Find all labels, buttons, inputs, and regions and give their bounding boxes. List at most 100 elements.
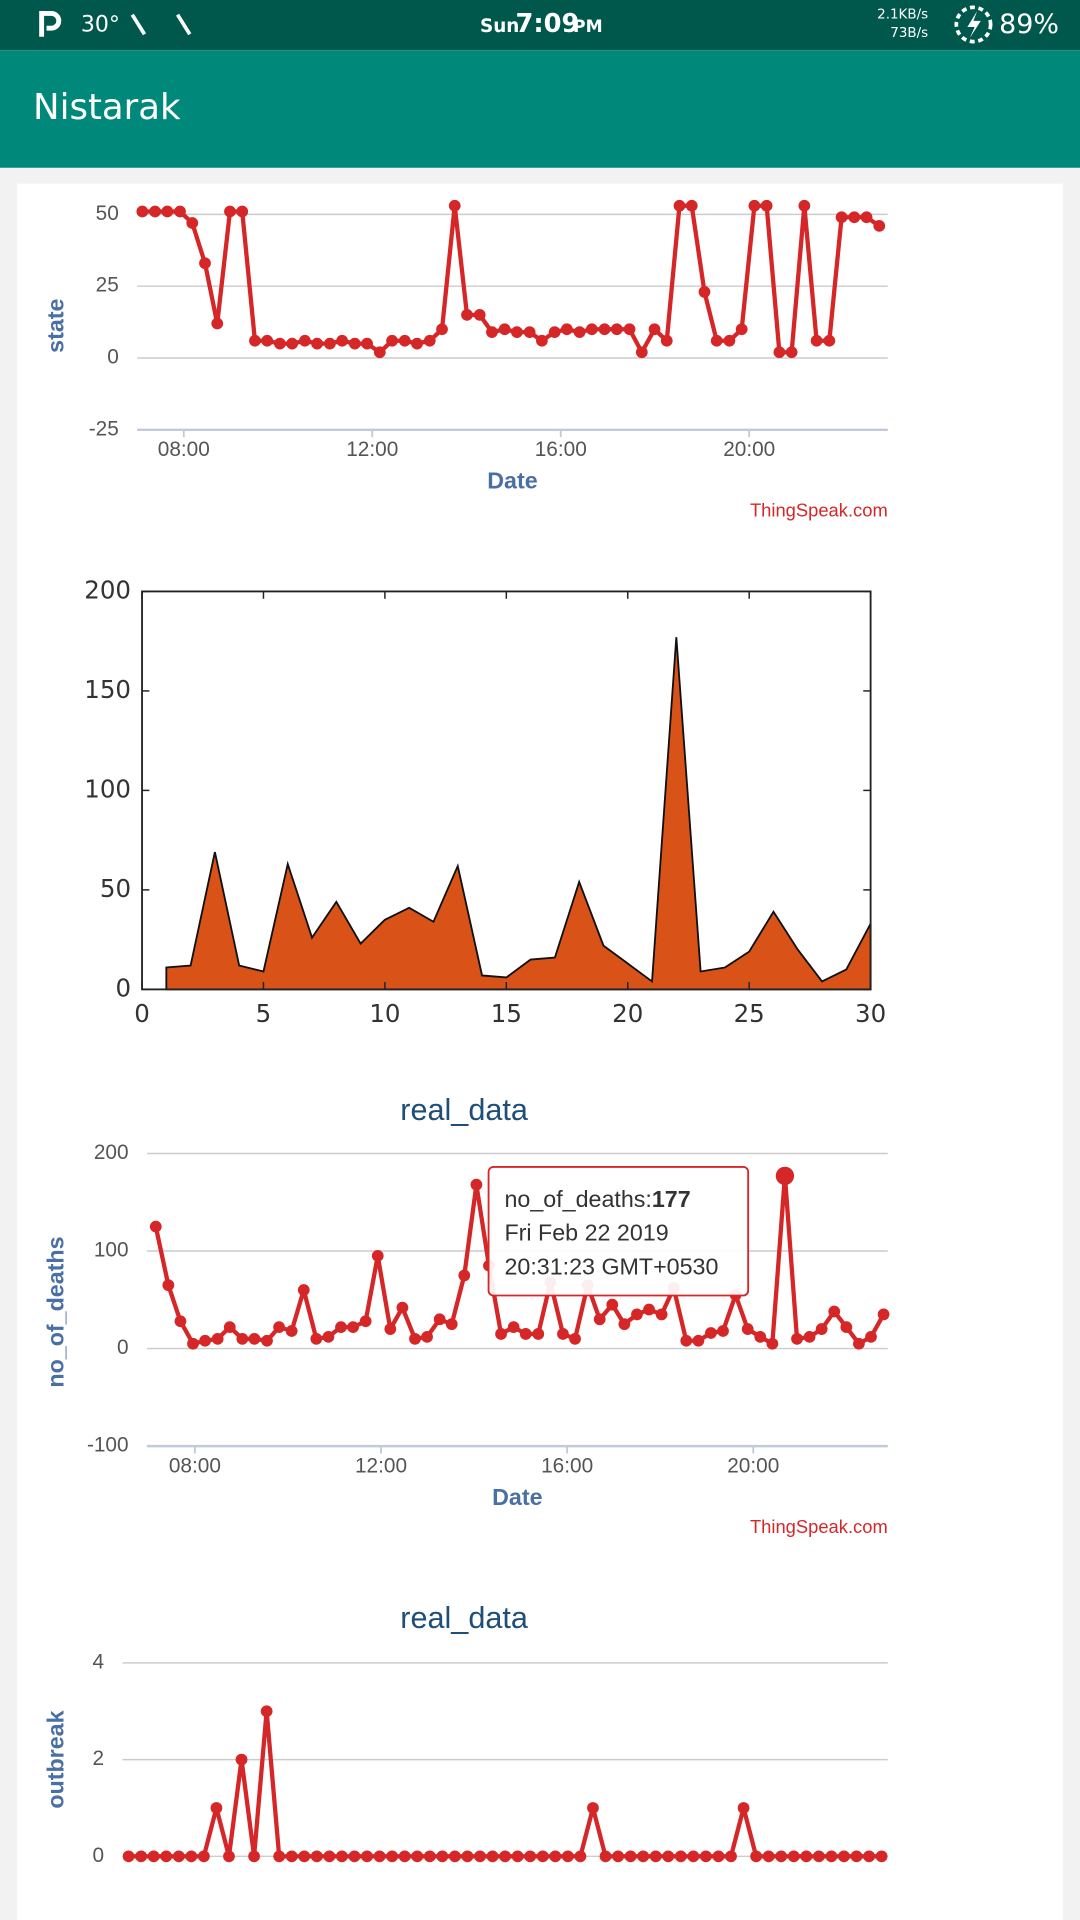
x-tick-label: 25 bbox=[734, 999, 765, 1028]
y-tick-label: 25 bbox=[96, 274, 119, 297]
point bbox=[838, 1850, 850, 1863]
point bbox=[421, 1330, 433, 1343]
point bbox=[249, 334, 261, 347]
point bbox=[712, 1850, 725, 1863]
point bbox=[573, 326, 586, 339]
point bbox=[717, 1325, 729, 1337]
chart-title: real_data bbox=[400, 1093, 529, 1127]
point bbox=[511, 1850, 524, 1863]
point bbox=[323, 1850, 336, 1863]
point bbox=[523, 326, 536, 339]
point bbox=[495, 1328, 507, 1340]
chart-title: real_data bbox=[400, 1601, 529, 1635]
point bbox=[835, 211, 848, 224]
point bbox=[160, 1850, 173, 1863]
point bbox=[748, 199, 761, 212]
point bbox=[384, 1323, 397, 1335]
point bbox=[297, 1284, 310, 1296]
point bbox=[174, 1315, 187, 1328]
meridiem: PM bbox=[573, 17, 603, 37]
point bbox=[863, 1850, 875, 1863]
point bbox=[185, 1850, 198, 1863]
point bbox=[499, 1850, 511, 1863]
point bbox=[660, 334, 673, 347]
y-tick-label: 0 bbox=[117, 1336, 129, 1359]
point bbox=[186, 217, 199, 229]
point bbox=[261, 1334, 273, 1347]
point bbox=[359, 1315, 372, 1328]
point bbox=[674, 1850, 687, 1863]
point bbox=[396, 1301, 409, 1314]
x-tick-label: 16:00 bbox=[535, 438, 587, 461]
point bbox=[680, 1334, 693, 1347]
y-tick-label: 0 bbox=[115, 973, 131, 1002]
point bbox=[361, 337, 373, 350]
point bbox=[618, 1318, 631, 1331]
point bbox=[411, 1850, 424, 1863]
point bbox=[549, 1850, 562, 1863]
point bbox=[223, 1850, 235, 1863]
point bbox=[750, 1850, 762, 1863]
x-tick-label: 20 bbox=[612, 999, 643, 1028]
point bbox=[211, 1332, 224, 1345]
point bbox=[458, 1269, 471, 1282]
point bbox=[373, 1850, 386, 1863]
point bbox=[224, 205, 236, 218]
point bbox=[285, 1850, 298, 1863]
x-tick-label: 12:00 bbox=[346, 438, 398, 461]
x-tick-label: 10 bbox=[369, 999, 400, 1028]
point bbox=[875, 1850, 888, 1863]
point bbox=[710, 334, 723, 347]
point bbox=[823, 334, 836, 347]
point bbox=[461, 309, 473, 321]
point bbox=[436, 1850, 449, 1863]
point bbox=[161, 205, 174, 218]
point bbox=[461, 1850, 474, 1863]
point bbox=[775, 1850, 788, 1863]
point bbox=[348, 1850, 361, 1863]
y-tick-label: -100 bbox=[87, 1434, 129, 1457]
day: Sun bbox=[480, 16, 519, 37]
x-tick-label: 0 bbox=[134, 999, 150, 1028]
point bbox=[386, 334, 398, 347]
point bbox=[635, 346, 648, 359]
point bbox=[273, 1321, 285, 1333]
point bbox=[810, 334, 823, 347]
point bbox=[336, 334, 348, 347]
tooltip-label: no_of_deaths: bbox=[504, 1186, 651, 1212]
point bbox=[198, 1850, 210, 1863]
point bbox=[423, 334, 436, 347]
point bbox=[235, 1753, 248, 1766]
point bbox=[785, 346, 798, 359]
point bbox=[371, 1250, 384, 1262]
point bbox=[637, 1850, 650, 1863]
point bbox=[347, 1321, 359, 1333]
point bbox=[248, 1850, 260, 1863]
point bbox=[299, 334, 311, 347]
card bbox=[17, 183, 1063, 1920]
y-axis-title: outbreak bbox=[43, 1710, 69, 1808]
point bbox=[655, 1308, 668, 1321]
x-axis-title: Date bbox=[487, 468, 537, 494]
point bbox=[285, 1325, 298, 1337]
point bbox=[791, 1332, 803, 1345]
point bbox=[448, 199, 461, 212]
tooltip-text: no_of_deaths:177 bbox=[504, 1186, 690, 1212]
point bbox=[840, 1321, 853, 1333]
x-tick-label: 12:00 bbox=[355, 1454, 407, 1477]
x-axis-title: Date bbox=[492, 1484, 542, 1510]
point bbox=[310, 1332, 323, 1345]
point bbox=[211, 317, 224, 330]
point bbox=[548, 326, 561, 339]
point bbox=[828, 1305, 841, 1318]
point bbox=[853, 1337, 865, 1350]
point bbox=[787, 1850, 800, 1863]
point bbox=[274, 337, 286, 350]
point bbox=[498, 323, 511, 336]
point bbox=[775, 1166, 795, 1186]
point bbox=[803, 1330, 816, 1343]
point bbox=[248, 1332, 261, 1345]
x-tick-label: 16:00 bbox=[541, 1454, 593, 1477]
point bbox=[760, 199, 773, 212]
y-tick-label: 2 bbox=[93, 1747, 105, 1770]
